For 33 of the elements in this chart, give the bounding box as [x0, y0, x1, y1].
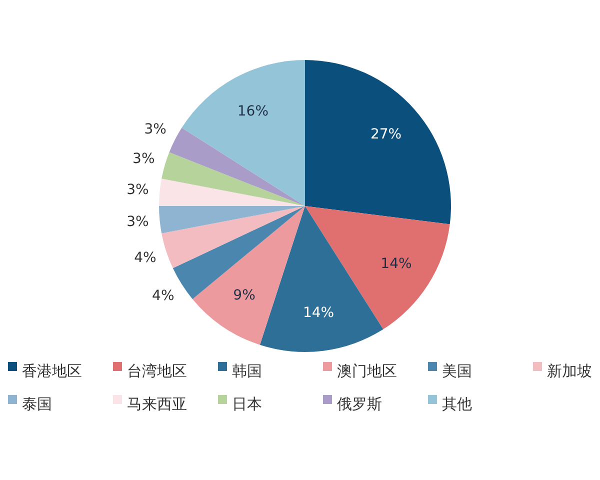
data-label: 9% [233, 287, 256, 304]
legend-label: 日本 [232, 395, 262, 414]
legend-label: 美国 [442, 362, 472, 380]
pie-slice [260, 206, 384, 352]
pie-slice [305, 206, 450, 330]
pie-slice [162, 152, 305, 206]
pie-slice [182, 60, 305, 206]
pie-slice [305, 60, 451, 224]
pie-slice [192, 206, 305, 345]
data-label: 14% [380, 256, 412, 272]
data-label: 3% [144, 122, 166, 138]
legend-label: 马来西亚 [127, 395, 187, 414]
pie-slice [162, 206, 305, 268]
data-label: 3% [126, 182, 149, 198]
data-label: 3% [126, 214, 149, 230]
pie-slice [172, 206, 305, 300]
legend-label: 俄罗斯 [337, 395, 382, 414]
legend-label: 韩国 [232, 362, 262, 380]
legend-label: 台湾地区 [127, 362, 187, 380]
legend-label: 新加坡 [547, 362, 592, 380]
pie-slice [169, 128, 305, 206]
data-label: 3% [132, 151, 155, 168]
legend-label: 香港地区 [22, 362, 82, 380]
data-label: 16% [237, 103, 269, 120]
legend-label: 澳门地区 [337, 362, 397, 380]
legend-label: 泰国 [22, 395, 52, 414]
legend-label: 其他 [442, 395, 472, 414]
data-label: 4% [134, 250, 156, 266]
pie-slice [159, 178, 305, 206]
data-label: 27% [370, 126, 402, 143]
data-label: 4% [152, 288, 174, 304]
pie-slice [159, 206, 305, 234]
data-label: 14% [302, 305, 334, 322]
